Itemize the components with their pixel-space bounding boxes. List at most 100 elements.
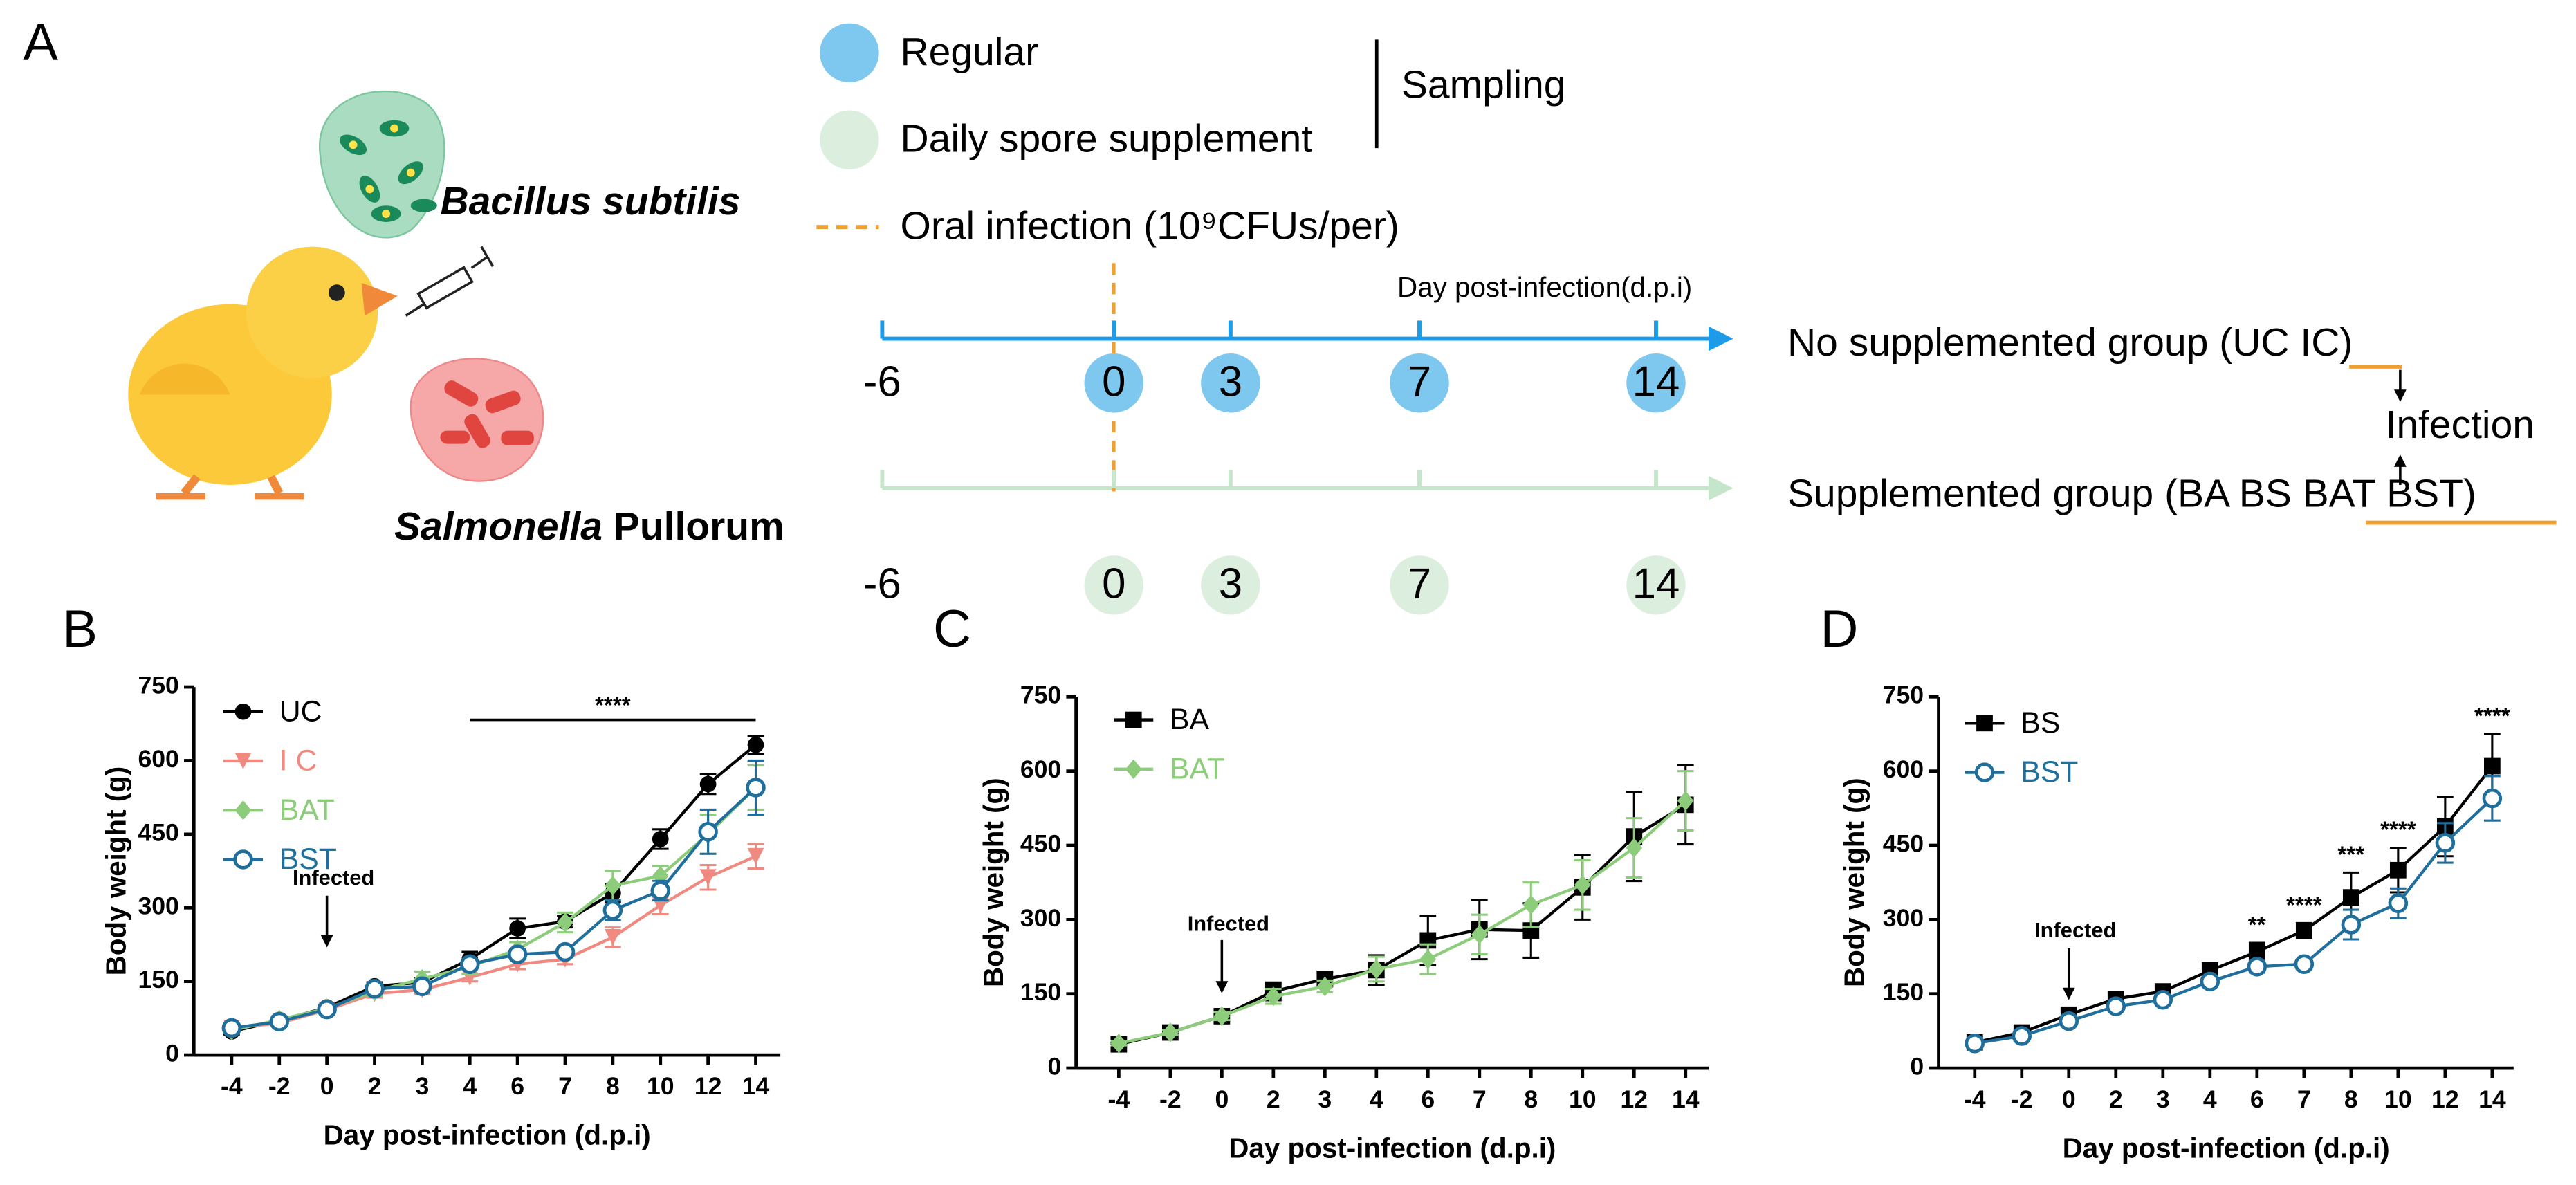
marker [1965,1034,1985,1054]
x-tick-label: 8 [606,1072,620,1100]
marker [1974,762,1995,782]
marker [2341,915,2362,935]
tick-label: 0 [1102,560,1125,608]
marker [234,800,252,820]
panel-label: A [23,13,58,72]
sample-dot [1084,353,1143,413]
marker [2059,1011,2079,1031]
marker [699,775,717,793]
x-tick-label: 6 [2250,1085,2264,1113]
legend-text: Daily spore supplement [901,117,1313,161]
marker [1316,976,1334,997]
x-tick-label: 8 [2344,1085,2358,1113]
sample-dot [1201,555,1260,615]
x-tick-label: 10 [2384,1085,2412,1113]
legend-text: Oral infection (10⁹CFUs/per) [901,204,1399,248]
x-tick-label: 2 [1267,1085,1280,1113]
marker [746,778,766,798]
regular-swatch [820,23,879,83]
marker [2106,996,2126,1016]
x-tick-label: -4 [1964,1085,1986,1113]
tick-label: 14 [1632,560,1680,608]
marker [1368,959,1385,980]
y-tick-label: 0 [1047,1052,1061,1080]
marker [602,900,623,921]
marker [233,849,253,870]
marker [1522,894,1540,915]
annotation: Infected [293,865,374,890]
panel-label: C [933,600,971,659]
x-axis-label: Day post-infection (d.p.i) [324,1119,651,1150]
marker [2012,1026,2032,1046]
marker [2482,788,2503,809]
panel-label: D [1821,600,1859,659]
x-tick-label: 6 [510,1072,524,1100]
y-tick-label: 600 [1020,755,1061,783]
bacillus-icon [318,90,445,239]
y-tick-label: 750 [1020,681,1061,709]
tick-label: 0 [1102,358,1125,405]
marker [234,753,252,769]
x-axis-label: Day post-infection (d.p.i) [1229,1132,1556,1164]
marker [1471,924,1488,945]
tick-label: 3 [1219,560,1242,608]
x-tick-label: 2 [368,1072,382,1100]
x-tick-label: 10 [647,1072,674,1100]
tick-label: 14 [1632,358,1680,405]
marker [747,736,764,753]
marker [1125,711,1142,728]
marker [2200,971,2220,992]
annotation: Infected [1188,912,1269,936]
x-tick-label: 14 [2478,1085,2506,1113]
x-tick-label: 4 [2203,1085,2217,1113]
marker [221,1018,242,1038]
significance: **** [2380,818,2416,843]
marker [1125,759,1142,780]
marker [2388,893,2409,913]
bacteria-label: Bacillus subtilis [441,179,741,223]
panel-label: B [62,600,98,659]
legend-text: BST [279,843,337,876]
marker [2247,957,2267,977]
x-tick-label: 14 [742,1072,770,1100]
group-label: No supplemented group (UC IC) [1787,320,2353,365]
marker [2294,954,2315,975]
tick-label: 3 [1219,358,1242,405]
sample-dot [1201,353,1260,413]
genus: Salmonella [394,504,602,549]
marker [605,928,621,946]
sample-dot [1390,555,1449,615]
sample-dot [1626,555,1686,615]
marker [317,999,337,1020]
y-tick-label: 150 [1020,978,1061,1006]
y-tick-label: 0 [1910,1052,1924,1080]
x-tick-label: 7 [1473,1085,1487,1113]
x-tick-label: 2 [2109,1085,2123,1113]
x-tick-label: 12 [694,1072,722,1100]
legend-text: Regular [901,30,1039,74]
timeline-label: Day post-infection(d.p.i) [1397,271,1692,303]
x-tick-label: 3 [1318,1085,1332,1113]
marker [269,1011,289,1032]
legend-text: UC [279,695,322,728]
supplement-swatch [820,110,879,169]
legend-text: Sampling [1401,62,1566,107]
y-axis-label: Body weight (g) [100,766,132,976]
marker [652,831,669,847]
x-tick-label: 4 [1370,1085,1383,1113]
x-tick-label: 3 [2156,1085,2170,1113]
marker [509,920,526,937]
marker [2484,757,2501,775]
significance: **** [2474,704,2510,729]
tick-label: 7 [1408,358,1431,405]
x-tick-label: -2 [268,1072,291,1100]
group-label: Supplemented group (BA BS BAT BST) [1787,472,2476,516]
marker [2342,889,2359,906]
significance: *** [2337,842,2364,867]
y-tick-label: 600 [138,745,178,773]
marker [2295,922,2312,939]
marker [1110,1034,1128,1054]
marker [365,979,385,999]
legend-text: I C [279,744,318,778]
